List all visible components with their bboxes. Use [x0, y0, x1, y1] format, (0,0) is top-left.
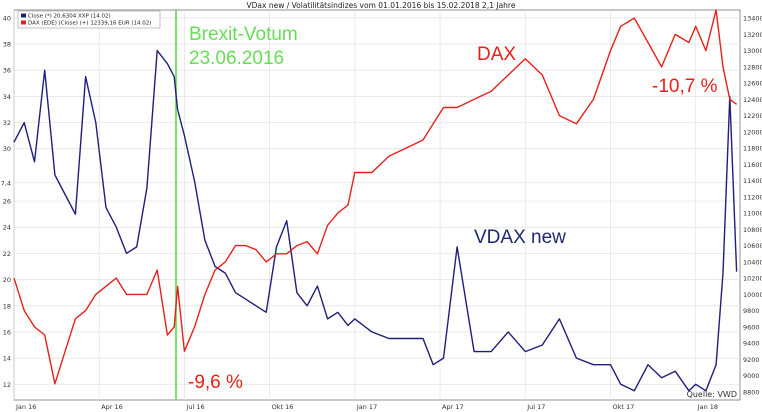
source-label: Quelle: VWD: [687, 390, 737, 399]
left-axis-labels: 12 14 16 18 20 22 24 26 27,4 30 32 34 36 38 40: [0, 14, 11, 388]
chart-title: VDax new / Volatilitätsindizes vom 01.01…: [247, 1, 516, 10]
annotation-vdax: VDAX new: [474, 227, 566, 248]
x-tick-label: Apr 17: [442, 403, 464, 411]
y-right-tick-label: 12400: [743, 96, 762, 104]
y-right-tick-label: 9200: [743, 356, 760, 364]
y-right-tick-label: 10600: [743, 242, 762, 250]
x-tick-label: Jan 16: [15, 403, 36, 411]
y-left-tick-label: 18: [3, 302, 11, 310]
y-right-tick-label: 10000: [743, 291, 762, 299]
y-right-tick-label: 13200: [743, 31, 762, 39]
y-left-tick-label: 22: [3, 250, 11, 258]
y-right-tick-label: 9000: [743, 372, 760, 380]
y-left-tick-label: 32: [3, 119, 11, 127]
y-right-tick-label: 11200: [743, 193, 762, 201]
y-left-tick-label: 36: [3, 67, 11, 75]
x-tick-label: Okt 16: [272, 403, 294, 411]
annotation-dax: DAX: [477, 44, 516, 65]
legend-label-vdax: Close (*) 20,6304 XXP (14.02): [28, 14, 111, 20]
annotation-pct-recent: -10,7 %: [652, 76, 718, 97]
annotation-brexit-date: 23.06.2016: [189, 48, 284, 69]
x-axis-labels: Jan 16 Apr 16 Jul 16 Okt 16 Jan 17 Apr 17 Jul …: [15, 403, 718, 411]
y-right-tick-label: 9600: [743, 323, 760, 331]
y-left-tick-label: 12: [3, 381, 11, 389]
series-line-vdax: [13, 49, 738, 392]
series-line-dax: [13, 9, 738, 385]
legend: Close (*) 20,6304 XXP (14.02) DAX (EDE) …: [17, 10, 161, 29]
x-tick-label: Jul 16: [185, 403, 204, 411]
x-tick-label: Okt 17: [612, 403, 634, 411]
y-right-tick-label: 11600: [743, 161, 762, 169]
annotation-pct-brexit: -9,6 %: [188, 372, 243, 393]
y-left-tick-label: 24: [3, 224, 11, 232]
legend-swatch-vdax: [21, 13, 26, 18]
y-right-tick-label: 12600: [743, 80, 762, 88]
y-left-tick-label: 27,4: [0, 179, 11, 187]
legend-box: [17, 10, 161, 29]
x-tick-label: Jul 17: [526, 403, 545, 411]
legend-swatch-dax: [21, 20, 26, 25]
y-right-tick-label: 9400: [743, 340, 760, 348]
y-left-tick-label: 16: [3, 328, 11, 336]
plot-frame: [13, 9, 741, 401]
y-left-tick-label: 14: [3, 355, 11, 363]
y-right-tick-label: 11400: [743, 177, 762, 185]
y-right-tick-label: 10200: [743, 275, 762, 283]
y-right-tick-label: 13400: [743, 15, 762, 23]
y-right-tick-label: 10800: [743, 226, 762, 234]
legend-label-dax: DAX (EDE) (Close) (+) 12339,16 EUR (14.0…: [28, 21, 151, 27]
y-right-tick-label: 11000: [743, 210, 762, 218]
y-left-tick-label: 38: [3, 41, 11, 49]
y-right-tick-label: 13000: [743, 47, 762, 55]
y-right-tick-label: 10400: [743, 258, 762, 266]
y-left-tick-label: 40: [3, 14, 11, 22]
x-tick-label: Apr 16: [101, 403, 123, 411]
series-layer: [13, 9, 738, 392]
y-left-tick-label: 30: [3, 145, 11, 153]
y-left-tick-label: 20: [3, 276, 11, 284]
y-left-tick-label: 26: [3, 198, 11, 206]
y-right-tick-label: 12800: [743, 63, 762, 71]
x-tick-label: Jan 18: [697, 403, 718, 411]
x-tick-label: Jan 17: [356, 403, 377, 411]
y-right-tick-label: 8800: [743, 388, 760, 396]
right-axis-labels: 8800 9000 9200 9400 9600 9800 10000 10200 10400 1…: [743, 15, 762, 397]
y-right-tick-label: 12200: [743, 112, 762, 120]
grid-layer: [13, 10, 740, 400]
annotation-brexit: Brexit-Votum: [189, 24, 298, 45]
y-right-tick-label: 9800: [743, 307, 760, 315]
y-left-tick-label: 34: [3, 93, 11, 101]
y-right-tick-label: 11800: [743, 145, 762, 153]
y-right-tick-label: 12000: [743, 128, 762, 136]
